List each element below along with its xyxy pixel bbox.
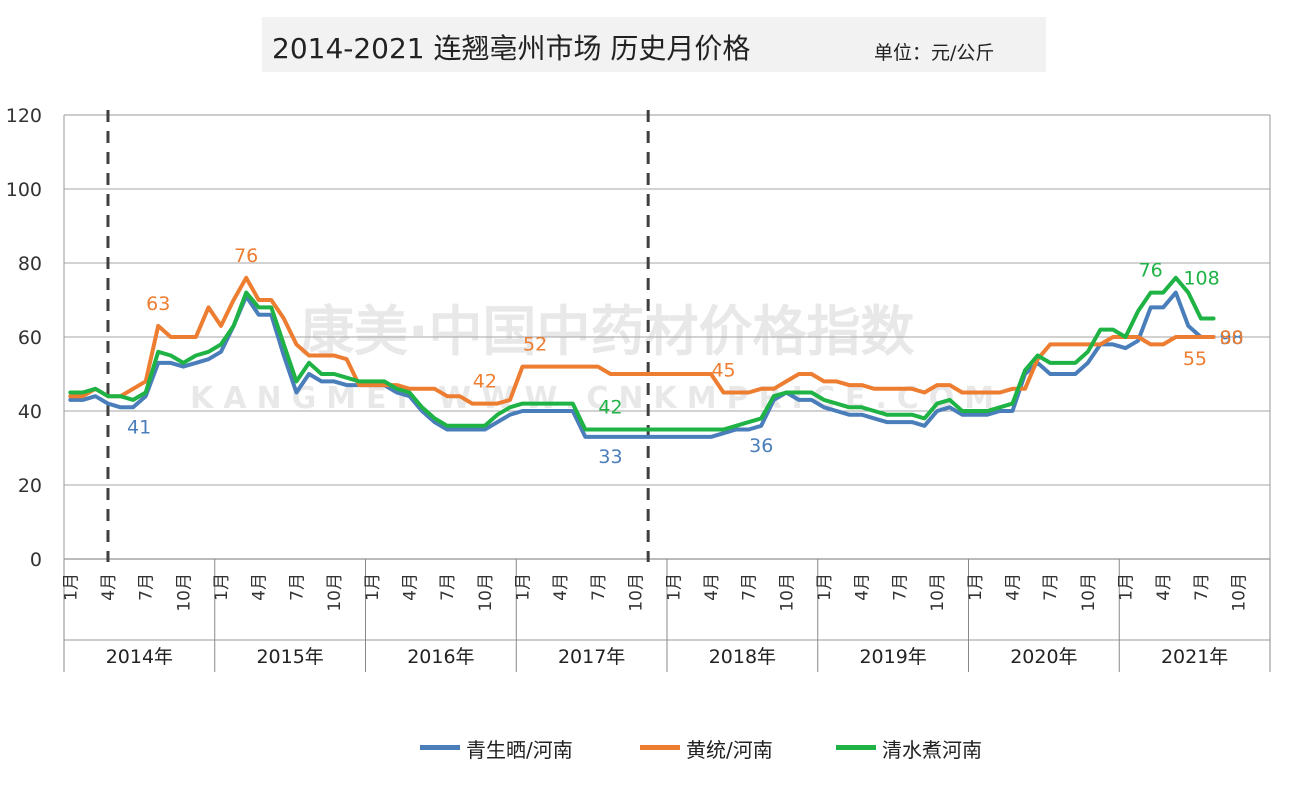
legend: 青生晒/河南 黄统/河南 清水煮河南 (0, 733, 1310, 763)
month-tick-label: 10月 (627, 573, 647, 612)
month-tick-label: 10月 (174, 573, 194, 612)
data-label: 45 (711, 360, 735, 382)
chart-title: 2014-2021 连翘亳州市场 历史月价格 (272, 32, 751, 65)
data-label: 108 (1183, 268, 1219, 290)
watermark-text: 康美·中国中药材价格指数 (300, 300, 915, 363)
data-label: 55 (1183, 348, 1207, 370)
y-tick-label: 40 (18, 401, 42, 423)
month-tick-label: 4月 (702, 573, 722, 601)
month-tick-label: 4月 (1154, 573, 1174, 601)
data-label: 42 (598, 397, 622, 419)
series-line-1 (68, 275, 1216, 406)
legend-label: 清水煮河南 (882, 738, 982, 762)
legend-label: 青生晒/河南 (466, 738, 573, 762)
month-tick-label: 4月 (250, 573, 270, 601)
month-tick-label: 4月 (400, 573, 420, 601)
data-label: 80 (1219, 327, 1243, 349)
month-tick-label: 7月 (1041, 573, 1061, 601)
month-tick-label: 1月 (815, 573, 835, 601)
year-label: 2019年 (859, 646, 926, 668)
month-tick-label: 1月 (664, 573, 684, 601)
series-line-2 (68, 275, 1216, 432)
legend-swatch (420, 745, 460, 750)
month-tick-label: 10月 (928, 573, 948, 612)
data-label: 63 (146, 293, 170, 315)
legend-label: 黄统/河南 (686, 738, 773, 762)
month-tick-label: 1月 (363, 573, 383, 601)
month-tick-label: 4月 (99, 573, 119, 601)
data-label: 76 (1139, 260, 1163, 282)
y-tick-label: 80 (18, 253, 42, 275)
month-tick-label: 7月 (1192, 573, 1212, 601)
month-tick-label: 7月 (438, 573, 458, 601)
legend-swatch (640, 745, 680, 750)
year-label: 2014年 (106, 646, 173, 668)
year-label: 2016年 (407, 646, 474, 668)
line-chart: 康美·中国中药材价格指数 KANGMEI WWW.CNKMPRICE.COM 0… (6, 105, 1271, 672)
year-label: 2015年 (256, 646, 323, 668)
month-tick-label: 4月 (1003, 573, 1023, 601)
data-label: 33 (598, 446, 622, 468)
year-label: 2018年 (709, 646, 776, 668)
month-tick-label: 7月 (589, 573, 609, 601)
month-tick-label: 4月 (853, 573, 873, 601)
month-tick-label: 10月 (325, 573, 345, 612)
year-label: 2021年 (1161, 646, 1228, 668)
data-label: 42 (473, 371, 497, 393)
year-label: 2017年 (558, 646, 625, 668)
month-tick-label: 7月 (740, 573, 760, 601)
month-tick-label: 7月 (287, 573, 307, 601)
y-tick-label: 120 (6, 105, 42, 127)
month-tick-label: 7月 (890, 573, 910, 601)
month-tick-label: 7月 (137, 573, 157, 601)
data-label: 52 (523, 334, 547, 356)
y-tick-label: 0 (30, 549, 42, 571)
month-tick-label: 4月 (551, 573, 571, 601)
legend-swatch (836, 745, 876, 750)
month-tick-label: 1月 (61, 573, 81, 601)
month-tick-label: 10月 (777, 573, 797, 612)
month-tick-label: 10月 (476, 573, 496, 612)
y-tick-label: 100 (6, 179, 42, 201)
month-tick-label: 1月 (966, 573, 986, 601)
data-label: 98 (1219, 327, 1243, 349)
watermark: 康美·中国中药材价格指数 KANGMEI WWW.CNKMPRICE.COM (190, 300, 994, 416)
title-box: 2014-2021 连翘亳州市场 历史月价格 单位：元/公斤 (262, 17, 1046, 72)
data-label: 76 (234, 245, 258, 267)
month-tick-label: 1月 (212, 573, 232, 601)
y-tick-label: 20 (18, 475, 42, 497)
month-tick-label: 1月 (514, 573, 534, 601)
month-tick-label: 10月 (1079, 573, 1099, 612)
data-label: 41 (127, 416, 151, 438)
year-label: 2020年 (1010, 646, 1077, 668)
unit-label: 单位：元/公斤 (874, 42, 995, 64)
data-label: 36 (749, 435, 773, 457)
month-tick-label: 1月 (1117, 573, 1137, 601)
month-tick-label: 10月 (1230, 573, 1250, 612)
y-tick-label: 60 (18, 327, 42, 349)
